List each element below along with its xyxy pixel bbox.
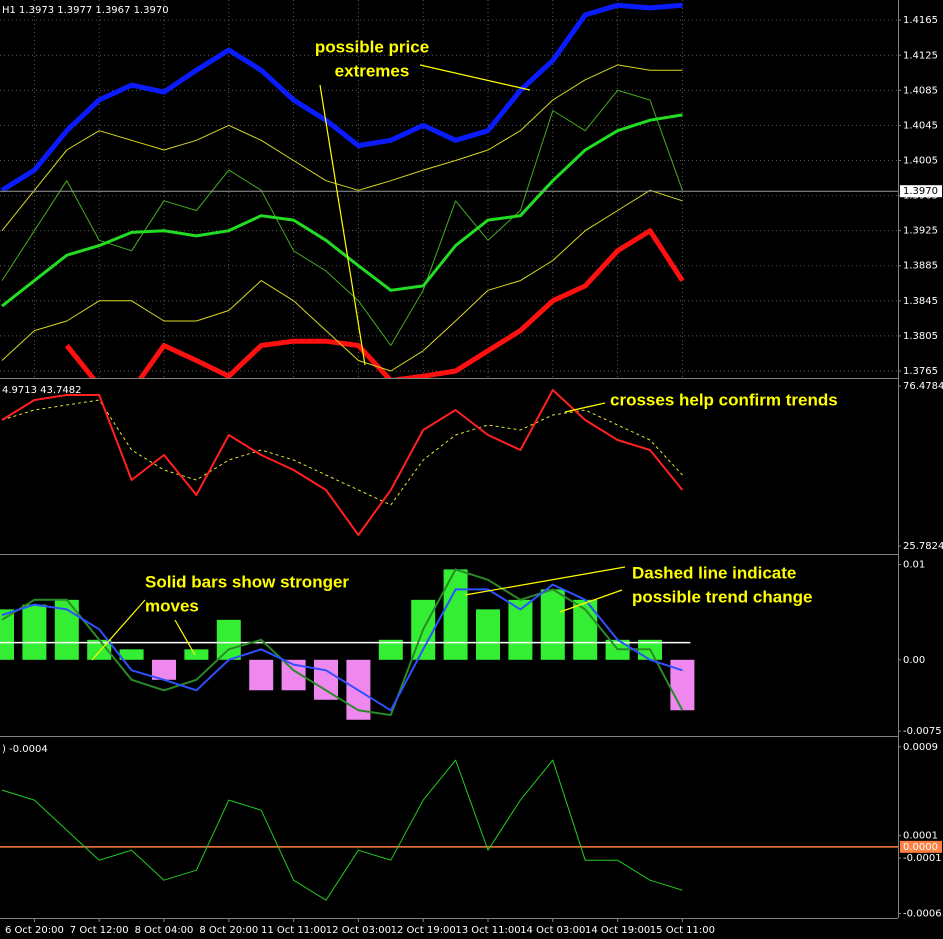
y-tick-label: 1.3845	[903, 296, 938, 307]
annotation: Solid bars show stronger	[145, 572, 349, 591]
y-tick-label: 0.00	[903, 655, 925, 666]
callout-line	[91, 599, 146, 661]
y-tick-label: 0.01	[903, 560, 925, 571]
x-tick-label: 14 Oct 03:00	[520, 925, 585, 936]
annotation: possible trend change	[632, 587, 812, 606]
y-tick-label: 1.4125	[903, 50, 938, 61]
x-tick-label: 13 Oct 11:00	[455, 925, 520, 936]
histogram-bar	[0, 609, 14, 660]
y-tick-label: 1.4165	[903, 15, 938, 26]
annotation: moves	[145, 596, 199, 615]
histogram-bar	[314, 659, 338, 700]
series-line	[1, 64, 683, 232]
series-line	[0, 2, 683, 193]
histogram-bar	[216, 619, 241, 660]
callout-line	[559, 589, 623, 613]
histogram-bar	[249, 659, 274, 691]
y-tick-label: 76.4784	[903, 381, 943, 392]
histogram-bar	[184, 649, 209, 660]
zero-label: 0.0000	[903, 842, 938, 853]
y-tick-label: -0.0075	[903, 726, 942, 737]
y-tick-label: 1.3885	[903, 261, 938, 272]
y-tick-label: 0.0001	[903, 831, 938, 842]
series-line	[1, 399, 683, 506]
y-tick-label: 1.4085	[903, 85, 938, 96]
histogram-bar	[152, 659, 176, 680]
y-tick-label: 0.0009	[903, 742, 938, 753]
histogram-bar	[119, 649, 144, 660]
callout-line	[174, 619, 196, 656]
series-line	[64, 228, 685, 378]
y-tick-label: 1.4005	[903, 155, 938, 166]
series-line	[1, 583, 683, 712]
y-tick-label: 1.4045	[903, 120, 938, 131]
x-tick-label: 14 Oct 19:00	[585, 925, 650, 936]
x-tick-label: 11 Oct 11:00	[261, 925, 326, 936]
histogram-bar	[22, 604, 47, 660]
histogram-bar	[476, 609, 500, 660]
x-tick-label: 12 Oct 19:00	[391, 925, 456, 936]
last-price-label: 1.3970	[903, 186, 938, 197]
annotation: extremes	[335, 61, 410, 80]
series-line	[1, 113, 683, 308]
y-tick-label: -0.0001	[903, 853, 942, 864]
series-line	[1, 189, 683, 372]
zero-label-box	[900, 840, 942, 853]
annotation: Dashed line indicate	[632, 563, 796, 582]
y-tick-label: 25.7824	[903, 541, 943, 552]
callout-line	[564, 402, 606, 413]
histogram-bar	[378, 639, 403, 660]
y-tick-label: 1.3925	[903, 226, 938, 237]
panel-header: H1 1.3973 1.3977 1.3967 1.3970	[2, 5, 169, 16]
histogram-bar	[540, 589, 565, 660]
callout-line	[319, 84, 366, 366]
x-tick-label: 7 Oct 12:00	[70, 925, 129, 936]
y-tick-label: 1.3765	[903, 366, 938, 377]
annotation: crosses help confirm trends	[610, 390, 838, 409]
series-line	[1, 89, 683, 346]
series-line	[1, 389, 684, 536]
series-line	[1, 759, 683, 901]
y-tick-label: 1.3805	[903, 331, 938, 342]
y-tick-label: -0.0006	[903, 909, 942, 920]
x-tick-label: 6 Oct 20:00	[5, 925, 64, 936]
annotation: possible price	[315, 37, 429, 56]
series-line	[1, 568, 684, 716]
x-tick-label: 15 Oct 11:00	[650, 925, 715, 936]
callout-line	[464, 566, 626, 596]
panel-header: 4.9713 43.7482	[2, 385, 82, 396]
callout-line	[419, 64, 531, 91]
x-tick-label: 8 Oct 20:00	[199, 925, 258, 936]
panel-frames	[0, 0, 899, 919]
panel-header: ) -0.0004	[2, 744, 48, 755]
x-tick-label: 12 Oct 03:00	[326, 925, 391, 936]
last-price-box	[900, 185, 942, 198]
x-tick-label: 8 Oct 04:00	[135, 925, 194, 936]
